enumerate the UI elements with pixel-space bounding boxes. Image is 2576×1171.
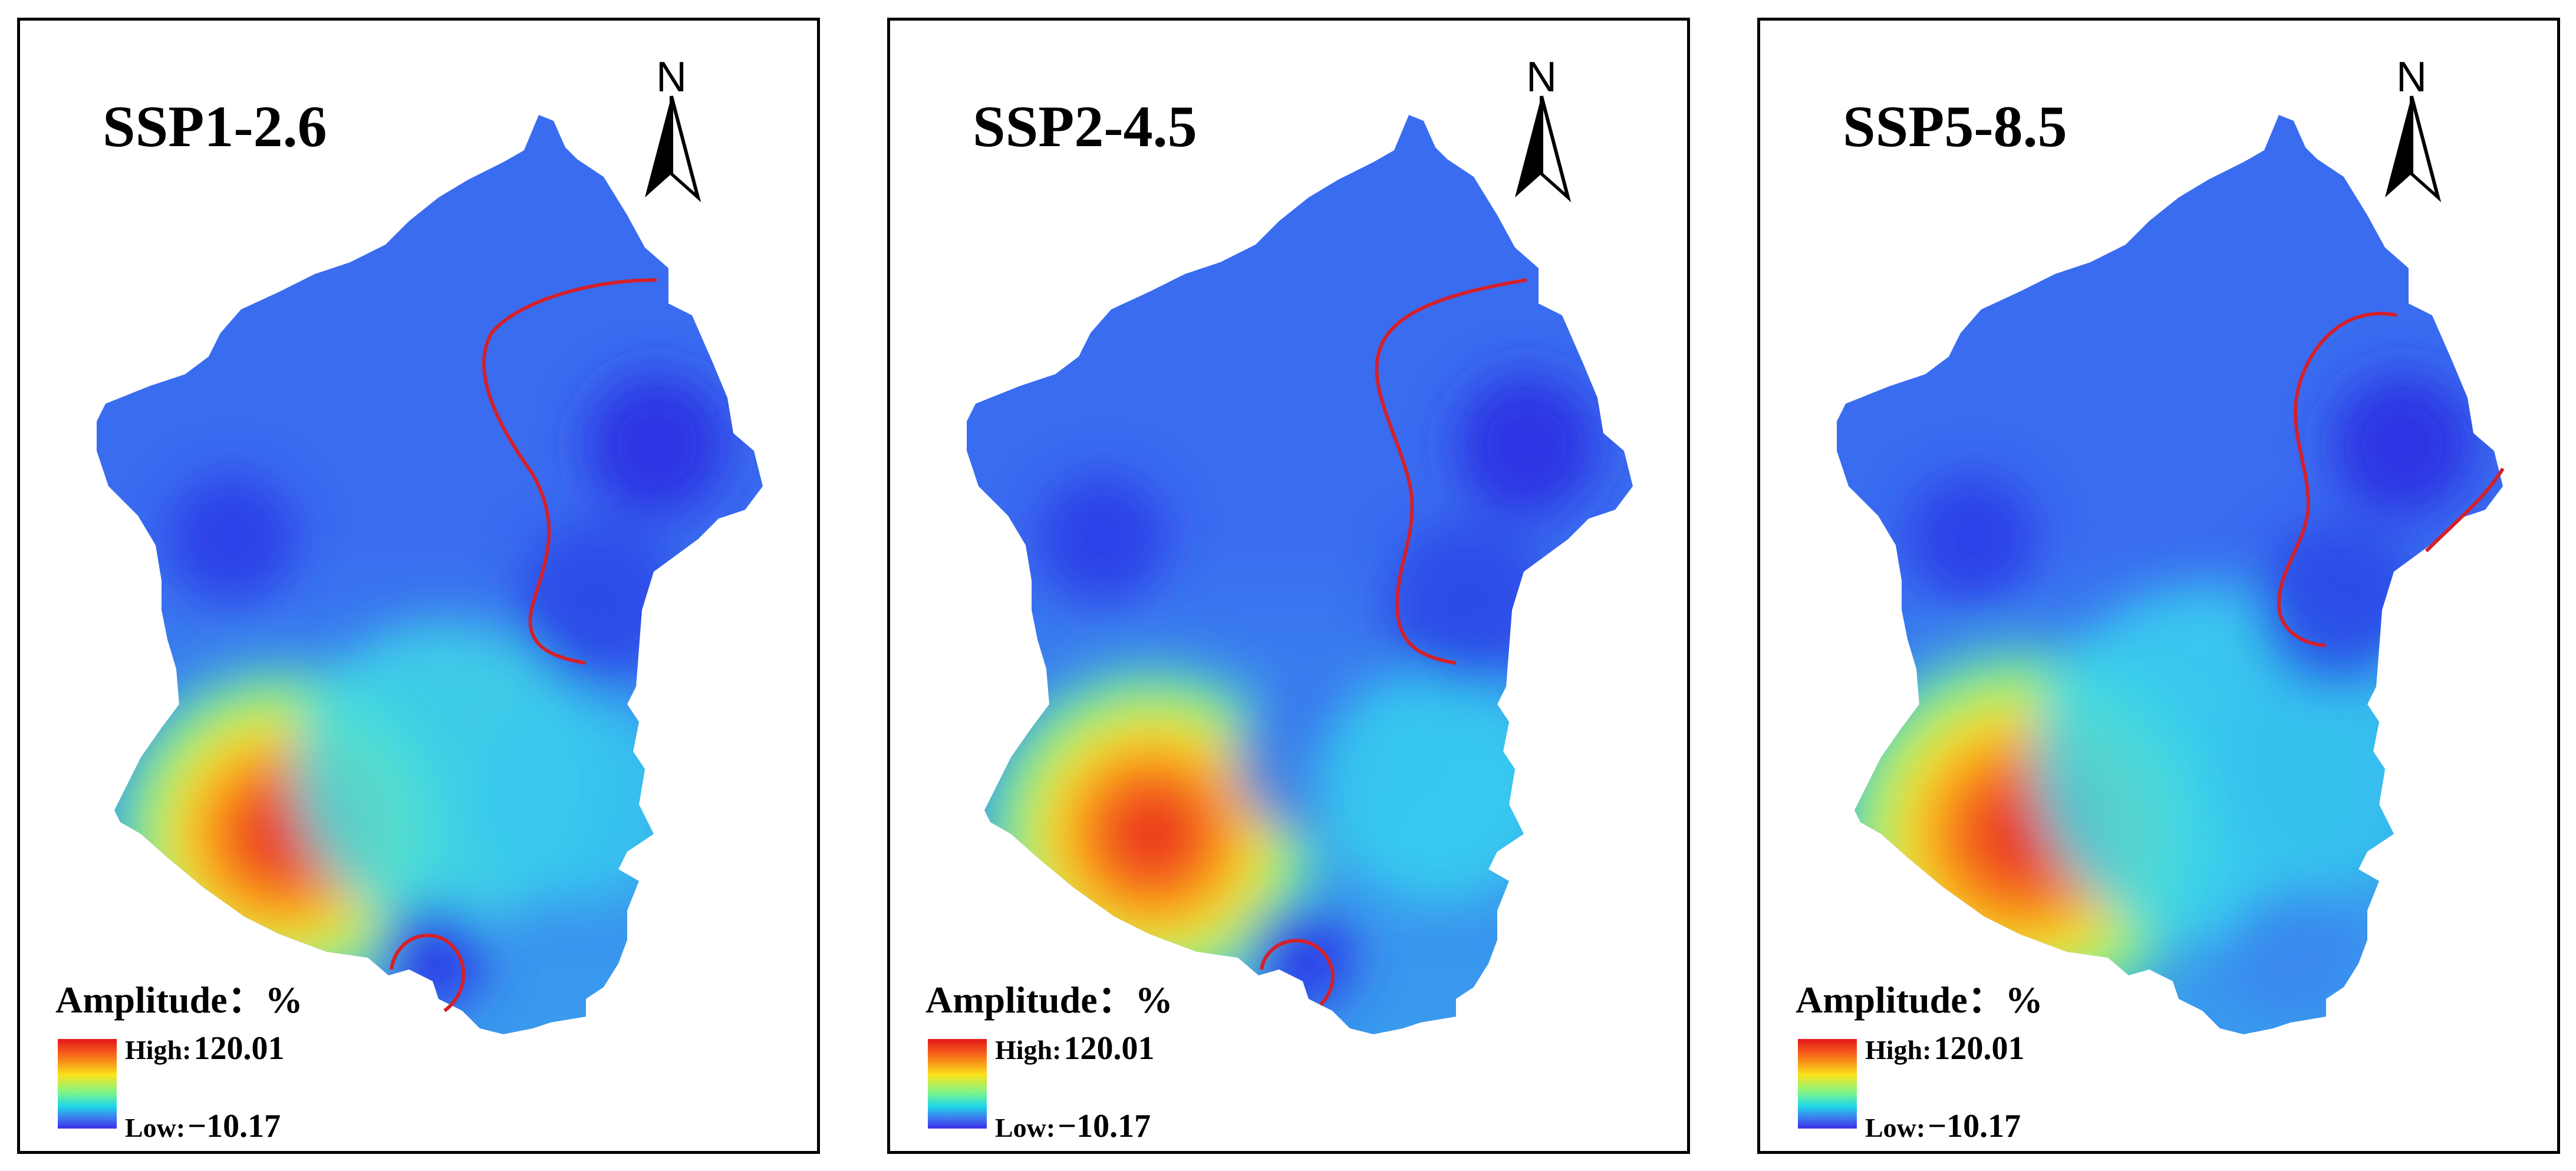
legend-high: High: 120.01 <box>1865 1030 2025 1067</box>
contour-line <box>2277 312 2397 647</box>
value-blob <box>1908 474 2037 604</box>
map-panel-ssp2-4-5: SSP2-4.5 N Amplitude：% High: 120.01 Low:… <box>887 18 1690 1154</box>
contour-line <box>1375 278 1527 665</box>
contour-line <box>390 933 466 1012</box>
contour-line <box>2425 467 2505 553</box>
scenario-title: SSP1-2.6 <box>103 94 327 159</box>
map-fill <box>97 115 763 1034</box>
value-blob <box>2255 522 2420 687</box>
map-panel-ssp5-8-5: SSP5-8.5 N Amplitude：% High: 120.01 Low:… <box>1757 18 2560 1154</box>
legend-color-ramp <box>58 1039 117 1129</box>
value-blob <box>2332 374 2473 516</box>
value-blob <box>1320 669 1556 905</box>
contour-line <box>1260 939 1335 1007</box>
scenario-title: SSP5-8.5 <box>1843 94 2067 159</box>
value-blob <box>474 692 686 905</box>
scenario-title: SSP2-4.5 <box>973 94 1197 159</box>
map-panel-ssp1-2-6: SSP1-2.6 N Amplitude：% High: 120.01 Low:… <box>17 18 820 1154</box>
north-label: N <box>1526 54 1557 101</box>
legend-high: High: 120.01 <box>995 1030 1155 1067</box>
legend-low: Low: −10.17 <box>1865 1108 2021 1144</box>
value-blob <box>167 474 297 604</box>
north-label: N <box>2396 54 2427 101</box>
amplitude-map <box>97 115 763 1034</box>
legend-low: Low: −10.17 <box>995 1108 1151 1144</box>
value-blob <box>2226 887 2356 1017</box>
legend-title: Amplitude：% <box>1796 979 2043 1021</box>
amplitude-map <box>967 115 1633 1034</box>
legend-title: Amplitude：% <box>925 979 1173 1021</box>
north-label: N <box>656 54 687 101</box>
legend-title: Amplitude：% <box>55 979 303 1021</box>
value-blob <box>1456 374 1597 516</box>
value-blob <box>586 374 727 516</box>
value-blob <box>1037 474 1167 604</box>
value-blob <box>1385 522 1550 687</box>
amplitude-map <box>1837 115 2505 1034</box>
legend-low: Low: −10.17 <box>125 1108 281 1144</box>
legend-color-ramp <box>928 1039 987 1129</box>
contour-line <box>482 278 657 665</box>
legend-color-ramp <box>1798 1039 1857 1129</box>
value-blob <box>515 522 680 687</box>
legend-high: High: 120.01 <box>125 1030 285 1067</box>
